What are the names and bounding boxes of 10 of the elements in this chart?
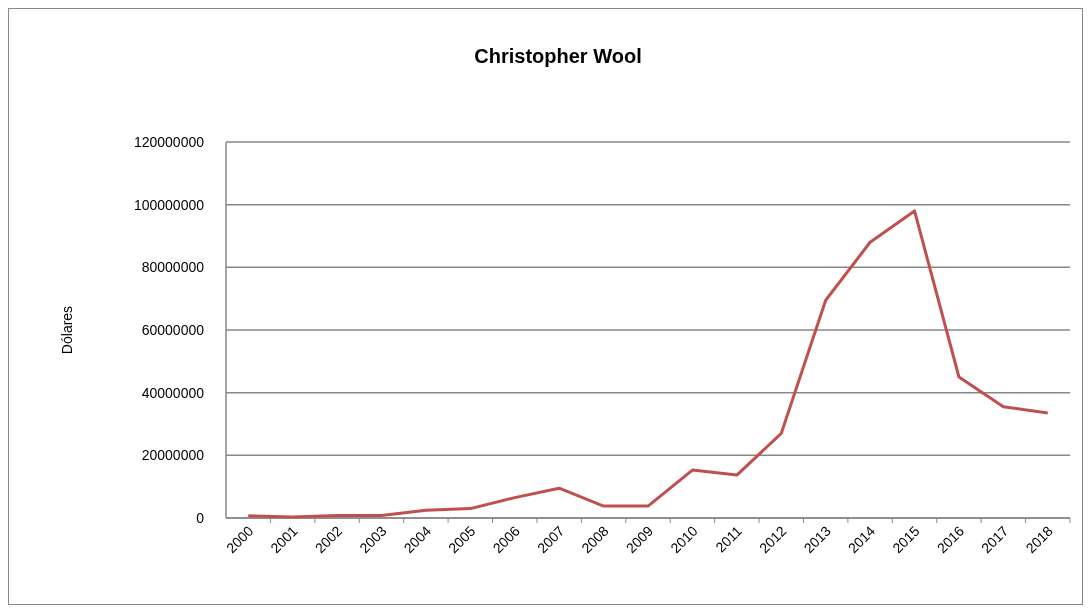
y-tick-label: 60000000	[141, 322, 205, 338]
y-tick-label: 0	[196, 510, 205, 526]
y-tick-label: 100000000	[133, 196, 205, 213]
chart-title: Christopher Wool	[474, 45, 642, 67]
line-series	[246, 209, 1050, 519]
y-axis-title: Dólares	[59, 305, 75, 355]
y-tick-label: 40000000	[141, 384, 205, 401]
y-tick-label: 80000000	[141, 259, 205, 276]
y-tick-label: 120000000	[133, 134, 205, 150]
y-tick-label: 20000000	[141, 447, 205, 464]
